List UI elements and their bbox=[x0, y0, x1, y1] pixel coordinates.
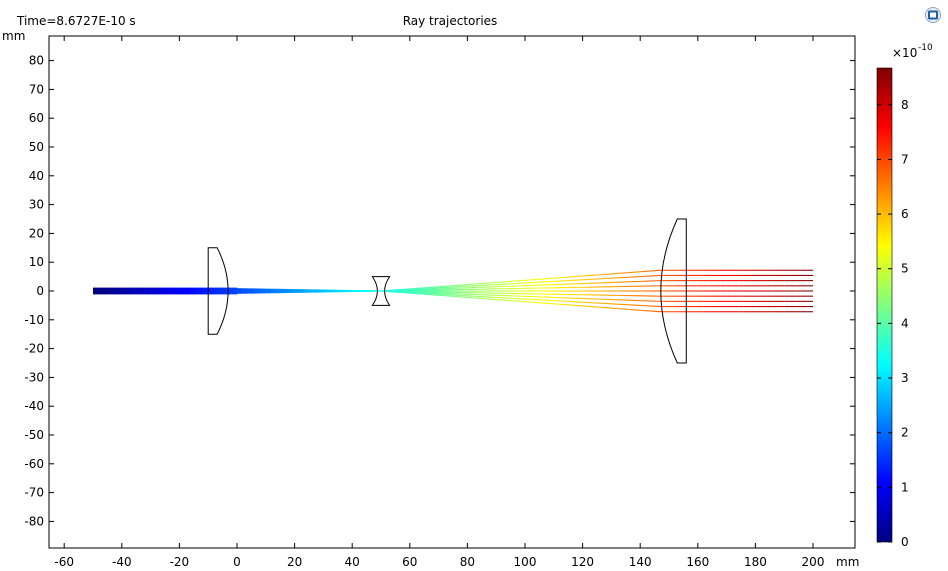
x-tick-label: 160 bbox=[686, 555, 709, 569]
colorbar-ticks: 0 1 2 3 4 5 6 7 8 bbox=[877, 98, 909, 549]
x-tick-label: 120 bbox=[571, 555, 594, 569]
lens-convex-plano bbox=[660, 218, 687, 364]
colorbar-tick-label: 7 bbox=[901, 152, 909, 166]
y-tick-label: 0 bbox=[36, 284, 44, 298]
x-tick-label: 20 bbox=[287, 555, 302, 569]
y-tick-label: -70 bbox=[24, 486, 44, 500]
x-tick-label: 60 bbox=[402, 555, 417, 569]
colorbar-tick-label: 6 bbox=[901, 207, 909, 221]
plot-title: Ray trajectories bbox=[403, 14, 498, 28]
y-axis-ticks: 80 70 60 50 40 30 20 10 0 -10 -20 -30 -40 -50 -60 -70 -8… bbox=[24, 54, 855, 528]
y-tick-label: 50 bbox=[29, 140, 44, 154]
y-tick-label: -80 bbox=[24, 514, 44, 528]
y-tick-label: 60 bbox=[29, 111, 44, 125]
x-tick-label: 80 bbox=[460, 555, 475, 569]
x-tick-label: -20 bbox=[170, 555, 190, 569]
colorbar-tick-label: 4 bbox=[901, 316, 909, 330]
colorbar: ×10 -10 0 1 2 3 4 5 6 7 8 bbox=[876, 43, 933, 549]
colorbar-tick-label: 2 bbox=[901, 426, 909, 440]
x-tick-label: 180 bbox=[744, 555, 767, 569]
comsol-logo-icon[interactable] bbox=[925, 7, 941, 23]
colorbar-tick-label: 5 bbox=[901, 262, 909, 276]
colorbar-tick-label: 8 bbox=[901, 98, 909, 112]
lens-outlines bbox=[207, 218, 687, 364]
x-tick-label: -40 bbox=[112, 555, 132, 569]
lens-plano-convex bbox=[207, 247, 229, 335]
x-tick-label: 0 bbox=[233, 555, 241, 569]
x-tick-label: 100 bbox=[514, 555, 537, 569]
x-tick-label: 40 bbox=[345, 555, 360, 569]
colorbar-exponent-label: ×10 bbox=[892, 46, 917, 60]
y-axis-unit: mm bbox=[2, 29, 25, 43]
colorbar-exponent: -10 bbox=[918, 43, 933, 53]
y-tick-label: -20 bbox=[24, 342, 44, 356]
x-tick-label: -60 bbox=[54, 555, 74, 569]
y-tick-label: -10 bbox=[24, 313, 44, 327]
colorbar-gradient bbox=[876, 67, 893, 543]
y-tick-label: -40 bbox=[24, 399, 44, 413]
colorbar-tick-label: 3 bbox=[901, 371, 909, 385]
y-tick-label: 30 bbox=[29, 198, 44, 212]
ray-trajectories bbox=[93, 269, 813, 313]
colorbar-tick-label: 1 bbox=[901, 480, 909, 494]
y-tick-label: 20 bbox=[29, 226, 44, 240]
y-tick-label: -30 bbox=[24, 370, 44, 384]
x-axis-ticks: -60 -40 -20 0 20 40 60 80 100 120 140 160 180 200 bbox=[54, 36, 824, 569]
plot-frame bbox=[48, 35, 856, 549]
x-axis-unit: mm bbox=[836, 555, 859, 569]
y-tick-label: 80 bbox=[29, 54, 44, 68]
y-tick-label: 70 bbox=[29, 82, 44, 96]
colorbar-tick-label: 0 bbox=[901, 535, 909, 549]
x-tick-label: 200 bbox=[802, 555, 825, 569]
lens-biconcave bbox=[371, 276, 391, 306]
time-label: Time=8.6727E-10 s bbox=[16, 14, 136, 28]
y-tick-label: 40 bbox=[29, 169, 44, 183]
y-tick-label: 10 bbox=[29, 255, 44, 269]
y-tick-label: -50 bbox=[24, 428, 44, 442]
x-tick-label: 140 bbox=[629, 555, 652, 569]
y-tick-label: -60 bbox=[24, 457, 44, 471]
